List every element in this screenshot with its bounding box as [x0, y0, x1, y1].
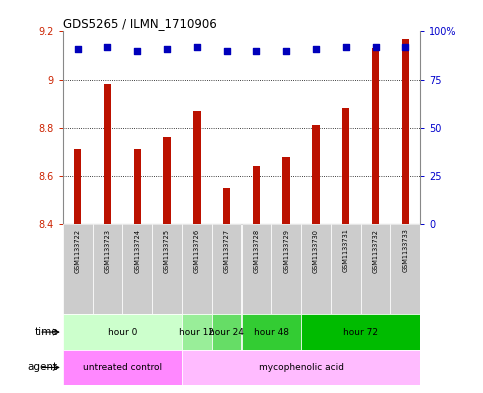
Point: [223, 48, 230, 54]
Bar: [342, 108, 350, 224]
Point: [401, 44, 409, 50]
Text: GSM1133726: GSM1133726: [194, 228, 200, 273]
Bar: [372, 48, 379, 224]
Point: [74, 46, 82, 52]
Text: agent: agent: [28, 362, 58, 373]
Bar: [182, 350, 420, 385]
Point: [312, 46, 320, 52]
Bar: [312, 125, 320, 224]
Text: time: time: [34, 327, 58, 337]
Bar: [182, 314, 212, 350]
Bar: [152, 224, 182, 314]
Bar: [93, 224, 122, 314]
Bar: [401, 39, 409, 224]
Point: [163, 46, 171, 52]
Bar: [223, 188, 230, 224]
Text: GSM1133729: GSM1133729: [283, 228, 289, 272]
Bar: [63, 350, 182, 385]
Text: GSM1133728: GSM1133728: [254, 228, 259, 273]
Point: [282, 48, 290, 54]
Text: GSM1133733: GSM1133733: [402, 228, 408, 272]
Text: GSM1133725: GSM1133725: [164, 228, 170, 273]
Point: [193, 44, 201, 50]
Bar: [301, 314, 420, 350]
Bar: [361, 224, 390, 314]
Text: GSM1133731: GSM1133731: [343, 228, 349, 272]
Text: GDS5265 / ILMN_1710906: GDS5265 / ILMN_1710906: [63, 17, 216, 30]
Bar: [63, 314, 182, 350]
Bar: [271, 224, 301, 314]
Bar: [74, 149, 82, 224]
Text: hour 24: hour 24: [209, 328, 244, 336]
Text: GSM1133722: GSM1133722: [75, 228, 81, 273]
Text: hour 72: hour 72: [343, 328, 378, 336]
Text: hour 12: hour 12: [179, 328, 214, 336]
Text: mycophenolic acid: mycophenolic acid: [258, 363, 343, 372]
Bar: [242, 224, 271, 314]
Bar: [331, 224, 361, 314]
Text: GSM1133724: GSM1133724: [134, 228, 140, 273]
Bar: [390, 224, 420, 314]
Text: untreated control: untreated control: [83, 363, 162, 372]
Bar: [193, 111, 200, 224]
Bar: [301, 224, 331, 314]
Bar: [182, 224, 212, 314]
Text: GSM1133723: GSM1133723: [104, 228, 111, 272]
Point: [253, 48, 260, 54]
Bar: [122, 224, 152, 314]
Text: hour 48: hour 48: [254, 328, 289, 336]
Point: [104, 44, 112, 50]
Bar: [104, 84, 111, 224]
Text: hour 0: hour 0: [108, 328, 137, 336]
Bar: [63, 224, 93, 314]
Bar: [133, 149, 141, 224]
Text: GSM1133727: GSM1133727: [224, 228, 229, 273]
Point: [372, 44, 380, 50]
Bar: [163, 137, 171, 224]
Bar: [212, 224, 242, 314]
Point: [342, 44, 350, 50]
Text: GSM1133732: GSM1133732: [372, 228, 379, 272]
Bar: [253, 166, 260, 224]
Bar: [212, 314, 242, 350]
Point: [133, 48, 141, 54]
Bar: [283, 157, 290, 224]
Bar: [242, 314, 301, 350]
Text: GSM1133730: GSM1133730: [313, 228, 319, 272]
